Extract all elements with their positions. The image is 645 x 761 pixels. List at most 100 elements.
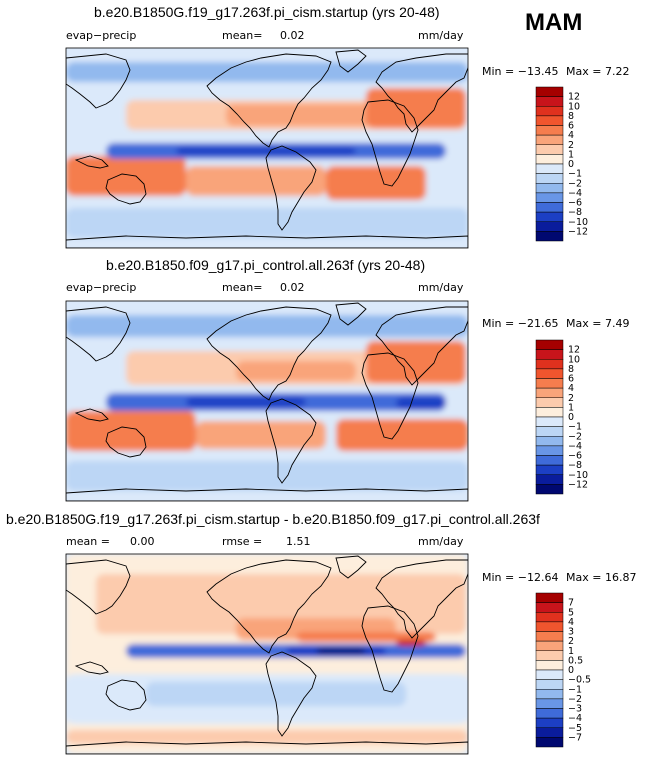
colorbar-cell xyxy=(535,727,564,738)
panel2-units: mm/day xyxy=(418,281,464,294)
panel2-mean-value: 0.02 xyxy=(280,281,305,294)
field-layer xyxy=(66,48,468,248)
colorbar-tick-label: 3 xyxy=(568,627,574,638)
colorbar-cell xyxy=(535,708,564,719)
colorbar-tick-label: 1 xyxy=(568,149,574,160)
panel2-variable: evap−precip xyxy=(66,281,137,294)
colorbar-tick-label: −5 xyxy=(568,723,582,734)
colorbar-cell xyxy=(535,717,564,728)
colorbar-cell xyxy=(535,221,564,232)
panel2-mean-label: mean= xyxy=(222,281,263,294)
colorbar-tick-label: 0 xyxy=(568,412,574,423)
colorbar-cell xyxy=(535,631,564,642)
colorbar-tick-label: −1 xyxy=(568,169,582,180)
field-layer xyxy=(66,301,468,501)
colorbar-cell xyxy=(535,144,564,155)
colorbar-cell xyxy=(535,445,564,456)
field-region xyxy=(326,166,426,200)
panel3-title: b.e20.B1850G.f19_g17.263f.pi_cism.startu… xyxy=(6,511,540,527)
colorbar-cell xyxy=(535,660,564,671)
field-region xyxy=(66,411,196,451)
colorbar-tick-label: 2 xyxy=(568,393,574,404)
colorbar-tick-label: 12 xyxy=(568,92,580,103)
colorbar-cell xyxy=(535,125,564,136)
panel2-min: Min = −21.65 xyxy=(482,317,559,330)
field-region xyxy=(176,147,356,155)
colorbar-tick-label: 6 xyxy=(568,374,574,385)
colorbar-cell xyxy=(535,464,564,475)
panel3-rmse-label: rmse = xyxy=(222,535,263,548)
panel3-min: Min = −12.64 xyxy=(482,571,559,584)
field-region xyxy=(146,682,406,706)
colorbar-cell xyxy=(535,612,564,623)
colorbar-cell xyxy=(535,474,564,485)
field-region xyxy=(196,421,326,449)
colorbar-tick-label: −6 xyxy=(568,451,582,462)
colorbar-tick-label: −2 xyxy=(568,694,582,705)
colorbar-tick-label: 0.5 xyxy=(568,655,583,666)
colorbar-tick-label: 8 xyxy=(568,111,574,122)
colorbar-tick-label: −2 xyxy=(568,431,582,442)
colorbar-cell xyxy=(535,669,564,680)
map-frame xyxy=(65,300,469,502)
colorbar-tick-label: −12 xyxy=(568,226,588,237)
panel2-title: b.e20.B1850.f09_g17.pi_control.all.263f … xyxy=(106,257,426,273)
colorbar-tick-label: −6 xyxy=(568,198,582,209)
colorbar-tick-label: −4 xyxy=(568,441,582,452)
field-layer xyxy=(66,554,468,754)
colorbar-tick-label: 5 xyxy=(568,607,574,618)
panel1-mean-value: 0.02 xyxy=(280,29,305,42)
colorbar-tick-label: −4 xyxy=(568,188,582,199)
colorbar-cell xyxy=(535,359,564,370)
colorbar-tick-label: 0 xyxy=(568,665,574,676)
colorbar-tick-label: 4 xyxy=(568,617,574,628)
colorbar-tick-label: 2 xyxy=(568,140,574,151)
colorbar-tick-label: −7 xyxy=(568,732,582,743)
colorbar-cell xyxy=(535,484,564,495)
colorbar-cell xyxy=(535,86,564,97)
colorbar-cell xyxy=(535,387,564,398)
colorbar-cell xyxy=(535,650,564,661)
colorbar-cell xyxy=(535,154,564,165)
colorbar-tick-label: 4 xyxy=(568,383,574,394)
panel1-units: mm/day xyxy=(418,29,464,42)
colorbar-tick-label: 0 xyxy=(568,159,574,170)
colorbar-tick-label: −12 xyxy=(568,479,588,490)
map-panel-1 xyxy=(65,47,469,249)
colorbar-cell xyxy=(535,106,564,117)
field-region xyxy=(236,361,356,381)
colorbar-tick-label: −8 xyxy=(568,460,582,471)
panel1-variable: evap−precip xyxy=(66,29,137,42)
colorbar-cell xyxy=(535,640,564,651)
field-region xyxy=(66,461,468,491)
colorbar-cell xyxy=(535,436,564,447)
map-panel-3 xyxy=(65,553,469,755)
colorbar-tick-label: −4 xyxy=(568,713,582,724)
field-region xyxy=(66,315,468,337)
colorbar-cell xyxy=(535,602,564,613)
map-panel-2 xyxy=(65,300,469,502)
colorbar-cell xyxy=(535,368,564,379)
field-region xyxy=(396,640,426,646)
colorbar-tick-label: −10 xyxy=(568,217,588,228)
panel1-mean-label: mean= xyxy=(222,29,263,42)
colorbar-tick-label: 7 xyxy=(568,598,574,609)
colorbar-tick-label: 6 xyxy=(568,121,574,132)
colorbar-tick-label: 1 xyxy=(568,646,574,657)
field-region xyxy=(366,88,466,128)
colorbar-tick-label: 2 xyxy=(568,636,574,647)
panel3-mean-value: 0.00 xyxy=(130,535,155,548)
field-region xyxy=(66,730,468,744)
colorbar-tick-label: 1 xyxy=(568,402,574,413)
panel1-title: b.e20.B1850G.f19_g17.263f.pi_cism.startu… xyxy=(94,4,440,20)
panel3-max: Max = 16.87 xyxy=(566,571,637,584)
field-region xyxy=(186,166,326,196)
colorbar-tick-label: −1 xyxy=(568,684,582,695)
field-region xyxy=(66,208,468,238)
colorbar-cell xyxy=(535,737,564,748)
colorbar-cell xyxy=(535,397,564,408)
colorbar-cell xyxy=(535,183,564,194)
colorbar-cell xyxy=(535,621,564,632)
field-region xyxy=(66,62,468,82)
